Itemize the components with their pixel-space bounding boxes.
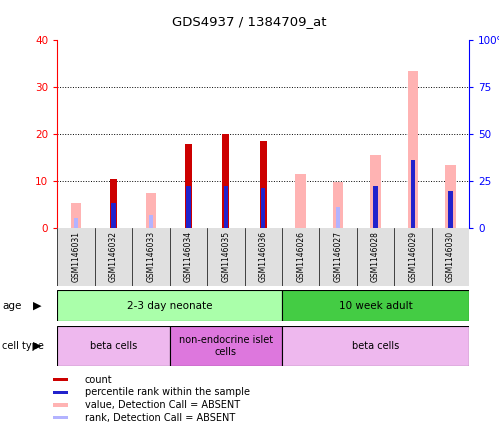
Bar (185, 144, 192, 228)
Bar (224, 186, 228, 228)
Bar (71, 203, 81, 228)
Bar (408, 71, 418, 228)
Text: GSM1146027: GSM1146027 (333, 231, 343, 282)
Text: GSM1146031: GSM1146031 (71, 231, 81, 282)
FancyBboxPatch shape (282, 290, 469, 321)
Bar (74, 218, 78, 228)
Text: beta cells: beta cells (352, 341, 399, 351)
Text: 2-3 day neonate: 2-3 day neonate (127, 301, 213, 310)
FancyBboxPatch shape (57, 290, 282, 321)
Bar (223, 135, 229, 228)
Text: age: age (2, 301, 22, 310)
Text: GSM1146029: GSM1146029 (408, 231, 418, 282)
Bar (110, 179, 117, 228)
Bar (448, 191, 453, 228)
Bar (295, 174, 306, 228)
Text: GDS4937 / 1384709_at: GDS4937 / 1384709_at (172, 15, 327, 28)
Text: count: count (85, 375, 112, 385)
Bar (260, 141, 266, 228)
Text: ▶: ▶ (33, 341, 42, 351)
Text: GSM1146036: GSM1146036 (258, 231, 268, 283)
Bar (53, 416, 68, 419)
Text: 10 week adult: 10 week adult (339, 301, 412, 310)
FancyBboxPatch shape (282, 326, 469, 366)
Text: GSM1146035: GSM1146035 (221, 231, 231, 283)
Bar (53, 404, 68, 407)
Bar (336, 207, 340, 228)
Bar (53, 391, 68, 394)
Text: GSM1146028: GSM1146028 (371, 231, 380, 282)
Text: GSM1146033: GSM1146033 (146, 231, 156, 283)
Bar (370, 156, 381, 228)
Text: value, Detection Call = ABSENT: value, Detection Call = ABSENT (85, 400, 240, 410)
Bar (53, 378, 68, 381)
Bar (261, 188, 265, 228)
Bar (445, 165, 456, 228)
Bar (333, 182, 343, 228)
Bar (149, 215, 153, 228)
Bar (373, 186, 378, 228)
Text: beta cells: beta cells (90, 341, 137, 351)
Text: percentile rank within the sample: percentile rank within the sample (85, 387, 250, 397)
Text: GSM1146030: GSM1146030 (446, 231, 455, 283)
FancyBboxPatch shape (57, 326, 170, 366)
Text: rank, Detection Call = ABSENT: rank, Detection Call = ABSENT (85, 413, 235, 423)
Text: non-endocrine islet
cells: non-endocrine islet cells (179, 335, 273, 357)
Bar (146, 193, 156, 228)
Text: GSM1146032: GSM1146032 (109, 231, 118, 282)
Text: cell type: cell type (2, 341, 44, 351)
Bar (111, 203, 116, 228)
FancyBboxPatch shape (170, 326, 282, 366)
Text: GSM1146034: GSM1146034 (184, 231, 193, 283)
Bar (411, 160, 415, 228)
Text: ▶: ▶ (33, 301, 42, 310)
Text: GSM1146026: GSM1146026 (296, 231, 305, 282)
Bar (186, 186, 191, 228)
